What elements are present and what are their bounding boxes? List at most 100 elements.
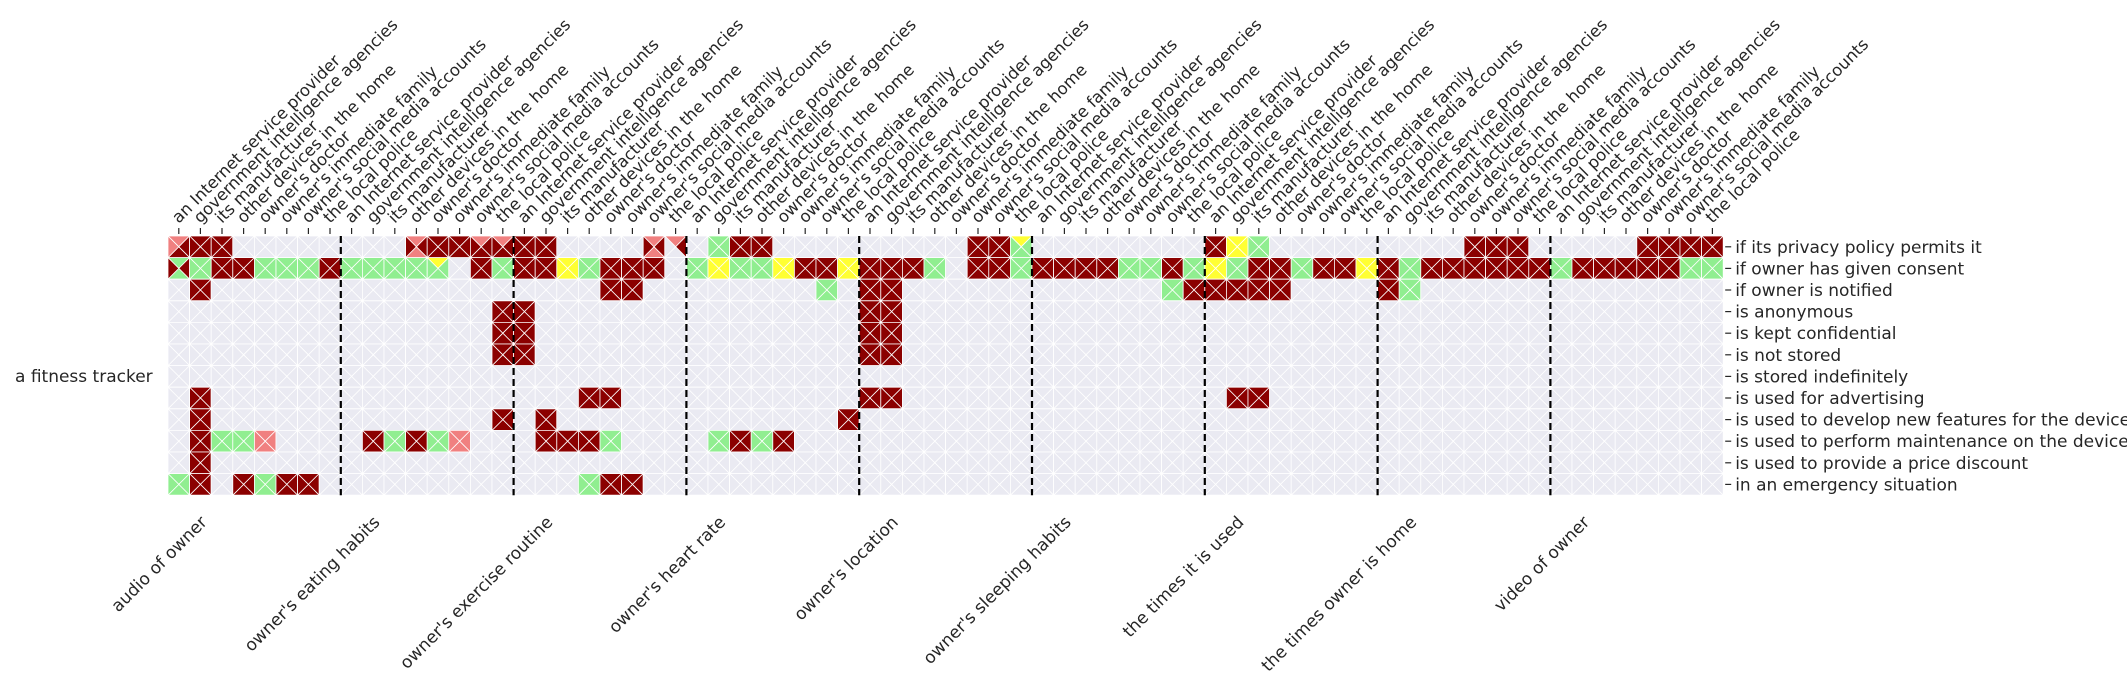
cell-triangle-left <box>426 278 439 302</box>
cell-triangle-left <box>448 386 461 410</box>
cell-triangle-left <box>837 299 849 324</box>
cell-triangle-left <box>923 235 936 259</box>
heatmap-cell <box>1009 472 1033 497</box>
cell-triangle-left <box>750 299 763 324</box>
heatmap-cell <box>1290 386 1314 410</box>
cell-triangle-left <box>729 386 741 410</box>
cell-triangle-left <box>988 429 1001 453</box>
heatmap-cell <box>1182 299 1206 324</box>
cell-triangle-left <box>988 343 1001 367</box>
heatmap-cell <box>663 278 688 302</box>
heatmap-cell <box>231 256 256 281</box>
cell-triangle-left <box>426 256 439 281</box>
heatmap-cell <box>383 256 407 281</box>
cell-triangle-left <box>513 343 525 367</box>
condition-label: if owner has given consent <box>1735 259 1964 279</box>
heatmap-cell <box>1095 429 1120 453</box>
cell-triangle-left <box>966 299 979 324</box>
heatmap-cell <box>339 278 364 302</box>
heatmap-cell <box>836 235 861 259</box>
cell-triangle-left <box>880 364 893 389</box>
heatmap-cell <box>577 299 601 324</box>
heatmap-cell <box>620 278 645 302</box>
cell-triangle-left <box>1593 235 1605 259</box>
cell-triangle-left <box>469 235 482 259</box>
cell-triangle-left <box>707 299 720 324</box>
heatmap-cell <box>361 429 385 453</box>
cell-triangle-left <box>1506 386 1519 410</box>
cell-triangle-left <box>1679 407 1692 432</box>
heatmap-cell <box>1506 407 1530 432</box>
heatmap-cell <box>1117 278 1141 302</box>
heatmap-cell <box>642 386 666 410</box>
cell-triangle-left <box>1118 407 1130 432</box>
heatmap-cell <box>836 343 861 367</box>
heatmap-cell <box>1333 364 1357 389</box>
heatmap-cell <box>555 451 580 475</box>
heatmap-cell <box>901 343 925 367</box>
heatmap-cell <box>555 472 580 497</box>
heatmap-cell <box>836 364 861 389</box>
heatmap-cell <box>1139 386 1163 410</box>
heatmap-cell <box>210 321 234 345</box>
cell-triangle-left <box>1161 278 1173 302</box>
heatmap-cell <box>1527 429 1552 453</box>
cell-triangle-left <box>167 386 180 410</box>
cell-triangle-left <box>534 451 547 475</box>
heatmap-cell <box>1441 343 1465 367</box>
heatmap-cell <box>1009 364 1033 389</box>
cell-triangle-left <box>1182 235 1195 259</box>
heatmap-cell <box>231 429 256 453</box>
heatmap-cell <box>1635 321 1660 345</box>
heatmap-cell <box>1635 343 1660 367</box>
cell-triangle-left <box>1290 429 1303 453</box>
heatmap-cell <box>491 472 515 497</box>
heatmap-cell <box>1117 472 1141 497</box>
cell-triangle-left <box>1550 386 1562 410</box>
cell-triangle-left <box>945 407 957 432</box>
cell-triangle-left <box>513 278 525 302</box>
cell-triangle-left <box>1204 386 1217 410</box>
cell-triangle-left <box>1701 278 1713 302</box>
heatmap-cell <box>1074 256 1098 281</box>
heatmap-cell <box>1268 364 1293 389</box>
cell-triangle-left <box>1550 256 1562 281</box>
heatmap-cell <box>1484 407 1509 432</box>
heatmap-cell <box>512 299 537 324</box>
cell-triangle-left <box>1550 235 1562 259</box>
heatmap-cell <box>1398 451 1422 475</box>
heatmap-cell <box>1355 299 1379 324</box>
heatmap-cell <box>426 299 450 324</box>
cell-triangle-left <box>858 235 871 259</box>
heatmap-cell <box>858 256 882 281</box>
cell-triangle-left <box>448 343 461 367</box>
cell-triangle-left <box>1355 256 1368 281</box>
heatmap-cell <box>296 429 321 453</box>
heatmap-cell <box>1074 321 1098 345</box>
cell-triangle-left <box>858 321 871 345</box>
cell-triangle-left <box>1204 278 1217 302</box>
cell-triangle-left <box>1290 299 1303 324</box>
cell-triangle-left <box>405 235 417 259</box>
heatmap-cell <box>1225 256 1249 281</box>
heatmap-cell <box>1679 407 1703 432</box>
cell-triangle-left <box>1506 321 1519 345</box>
heatmap-cell <box>1484 472 1509 497</box>
heatmap-cell <box>275 451 299 475</box>
heatmap-cell <box>512 256 537 281</box>
cell-triangle-left <box>1269 343 1281 367</box>
heatmap-cell <box>793 343 817 367</box>
cell-triangle-left <box>1096 235 1109 259</box>
cell-triangle-left <box>686 429 698 453</box>
cell-triangle-left <box>1247 364 1260 389</box>
heatmap-cell <box>339 364 364 389</box>
cell-triangle-left <box>837 278 849 302</box>
heatmap-cell <box>1592 235 1617 259</box>
cell-triangle-left <box>1463 386 1476 410</box>
heatmap-cell <box>1463 364 1487 389</box>
heatmap-cell <box>1117 407 1141 432</box>
heatmap-cell <box>231 299 256 324</box>
heatmap-cell <box>1441 472 1465 497</box>
heatmap-cell <box>1160 407 1185 432</box>
heatmap-cell <box>1268 256 1293 281</box>
